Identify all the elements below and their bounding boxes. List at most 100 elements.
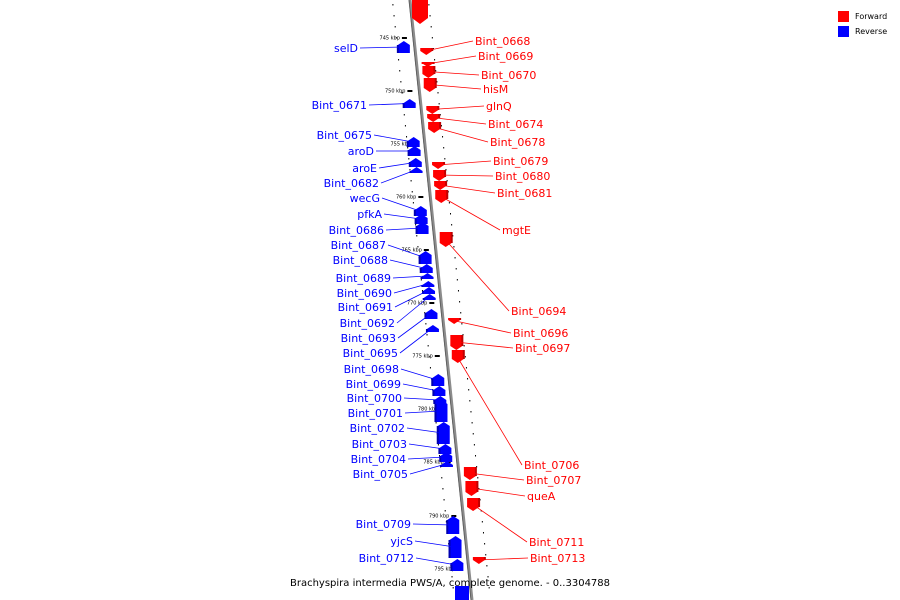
forward-gene: Bint_0706 [451, 350, 579, 472]
ruler-dot-left [399, 70, 401, 72]
forward-gene-leader [427, 71, 480, 76]
reverse-gene-arrow-shade [439, 465, 442, 467]
reverse-gene: Bint_0709 [356, 516, 460, 534]
reverse-gene-arrow [423, 291, 436, 294]
ruler-dot-right [438, 103, 440, 105]
forward-gene-leader [428, 84, 482, 90]
reverse-gene-label: Bint_0701 [348, 407, 403, 420]
ruler-dot-left [398, 59, 400, 61]
reverse-gene-arrow-head [409, 158, 422, 162]
forward-gene-arrow [435, 190, 448, 199]
reverse-gene-label: Bint_0702 [350, 422, 405, 435]
reverse-gene-arrow [416, 226, 429, 234]
reverse-gene-label: aroE [352, 162, 377, 175]
reverse-gene-arrow-shade [450, 563, 453, 571]
ruler-dot-right [431, 37, 433, 39]
genome-axis [408, 0, 474, 600]
reverse-gene: Bint_0695 [343, 325, 439, 360]
reverse-gene-arrow-shade [396, 45, 399, 53]
ruler-dot-left [412, 202, 414, 204]
ruler-dot-right [440, 125, 442, 127]
forward-gene-label: queA [527, 490, 556, 503]
ruler-dot-right [448, 202, 450, 204]
reverse-gene: Bint_0675 [317, 129, 420, 147]
reverse-gene-arrow [414, 210, 427, 216]
reverse-gene-leader [400, 368, 438, 381]
reverse-gene: Bint_0687 [331, 239, 432, 264]
forward-gene-arrow-head [421, 63, 434, 67]
reverse-gene: Bint_0698 [344, 363, 445, 386]
kbp-label: 780 kbp [418, 407, 438, 413]
reverse-gene-leader [402, 383, 439, 392]
ruler-dot-left [395, 37, 397, 39]
reverse-gene-arrow [435, 404, 448, 422]
ruler-dot-right [487, 576, 489, 578]
reverse-gene-label: Bint_0688 [333, 254, 388, 267]
forward-gene-label: Bint_0706 [524, 459, 579, 472]
ruler-dot-left [424, 312, 426, 314]
reverse-gene-arrow-head [415, 214, 428, 218]
forward-gene: Bint_0694 [439, 232, 566, 318]
ruler-dot-right [467, 378, 469, 380]
reverse-gene: aroE [352, 158, 422, 175]
forward-gene-arrow [463, 467, 476, 476]
reverse-gene-label: Bint_0693 [341, 332, 396, 345]
reverse-gene: pfkA [357, 208, 428, 224]
reverse-genes: selD Bint_0671 Bint_0675 aroD aroE Bint_0682w… [312, 41, 464, 571]
ruler-dot-right [453, 246, 455, 248]
forward-gene-arrow-shade [445, 181, 448, 186]
genome-caption: Brachyspira intermedia PWS/A, complete g… [289, 578, 611, 589]
kbp-tick [429, 302, 435, 304]
ruler-dot-right [465, 367, 467, 369]
forward-gene: Bint_0707 [463, 467, 581, 487]
forward-gene: Bint_0674 [427, 114, 543, 131]
kbp-label: 770 kbp [407, 301, 427, 307]
forward-gene-leader [468, 472, 525, 481]
ruler-dot-left [425, 323, 427, 325]
forward-gene-arrow [427, 114, 440, 118]
ruler-dot-right [473, 444, 475, 446]
forward-gene: glnQ [426, 100, 512, 114]
ruler-dot-right [457, 290, 459, 292]
reverse-gene-arrow-head [451, 559, 464, 563]
forward-gene-arrow-head [422, 74, 435, 78]
reverse-gene-arrow [451, 563, 464, 571]
ruler-dot-left [443, 499, 445, 501]
forward-gene-arrow-shade [462, 350, 465, 359]
ruler-dot-right [456, 279, 458, 281]
forward-gene-leader [432, 117, 487, 125]
ruler-dot-right [451, 224, 453, 226]
reverse-gene-arrow-shade [419, 268, 422, 273]
ruler-dot-left [416, 235, 418, 237]
reverse-gene-arrow-shade [448, 540, 451, 558]
kbp-tick [434, 355, 440, 357]
reverse-gene: Bint_0693 [341, 309, 438, 345]
reverse-gene-label: Bint_0699 [346, 378, 401, 391]
reverse-gene: Bint_0703 [352, 438, 452, 454]
ruler-dot-left [401, 92, 403, 94]
ruler-dot-right [459, 301, 461, 303]
reverse-gene-leader [414, 540, 455, 548]
forward-gene-label: Bint_0713 [530, 552, 585, 565]
reverse-gene-leader [385, 227, 422, 231]
reverse-gene-arrow-head [440, 452, 453, 456]
ruler-dot-left [426, 334, 428, 336]
ruler-dot-left [437, 444, 439, 446]
reverse-gene-arrow-head [416, 222, 429, 226]
legend: Forward Reverse [838, 9, 887, 39]
reverse-gene-arrow [421, 277, 434, 279]
reverse-gene-arrow-head [422, 281, 435, 285]
reverse-gene-arrow-shade [415, 226, 418, 234]
forward-gene-arrow-shade [434, 78, 437, 88]
reverse-gene-arrow [433, 390, 446, 396]
reverse-gene-label: Bint_0675 [317, 129, 372, 142]
reverse-gene: Bint_0699 [346, 378, 446, 396]
reverse-gene-arrow-shade [439, 456, 442, 462]
reverse-gene-arrow-head [407, 137, 420, 141]
reverse-gene-leader [409, 463, 447, 475]
ruler-dot-right [460, 312, 462, 314]
forward-gene-arrow [448, 318, 461, 320]
forward-gene-arrow-shade [483, 557, 486, 560]
reverse-gene-label: Bint_0692 [340, 317, 395, 330]
